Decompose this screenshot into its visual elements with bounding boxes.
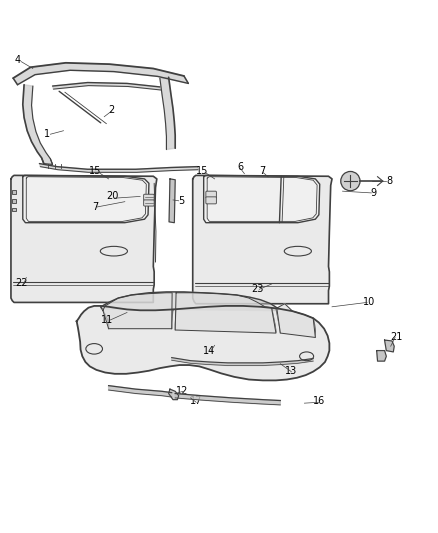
Text: 15: 15 [196, 166, 208, 176]
Polygon shape [11, 175, 157, 302]
Text: 10: 10 [363, 297, 375, 308]
Polygon shape [109, 386, 172, 397]
Text: 5: 5 [179, 196, 185, 206]
Text: 7: 7 [260, 166, 266, 176]
Polygon shape [103, 293, 172, 329]
Polygon shape [23, 85, 53, 165]
Polygon shape [53, 83, 161, 90]
Text: 8: 8 [386, 176, 392, 186]
Polygon shape [172, 358, 313, 366]
Polygon shape [175, 293, 276, 333]
Text: 2: 2 [109, 104, 115, 115]
Bar [12, 199, 16, 203]
FancyBboxPatch shape [144, 200, 154, 206]
Polygon shape [39, 164, 198, 172]
Text: 1: 1 [44, 129, 50, 139]
Circle shape [341, 172, 360, 191]
Text: 9: 9 [370, 188, 376, 198]
Text: 17: 17 [190, 397, 202, 406]
Text: 20: 20 [106, 191, 118, 201]
Text: 21: 21 [390, 333, 403, 343]
Polygon shape [193, 175, 332, 304]
FancyBboxPatch shape [144, 194, 154, 200]
Bar [12, 208, 16, 211]
Polygon shape [169, 179, 175, 223]
FancyBboxPatch shape [206, 197, 216, 204]
Text: 12: 12 [176, 386, 188, 397]
Polygon shape [101, 292, 278, 311]
Polygon shape [277, 304, 315, 337]
Polygon shape [13, 63, 188, 85]
Polygon shape [160, 77, 175, 150]
Polygon shape [204, 175, 320, 223]
Text: 23: 23 [251, 284, 264, 294]
Text: 13: 13 [285, 366, 297, 376]
Text: 4: 4 [14, 55, 21, 65]
Bar [12, 190, 16, 194]
Text: 7: 7 [92, 202, 99, 212]
Text: 15: 15 [89, 166, 102, 176]
Text: 22: 22 [15, 278, 27, 288]
Polygon shape [385, 340, 394, 352]
Text: 14: 14 [203, 345, 215, 356]
Text: 6: 6 [237, 161, 243, 172]
Polygon shape [377, 351, 386, 361]
Text: 16: 16 [313, 397, 325, 406]
Polygon shape [175, 393, 280, 405]
Polygon shape [23, 175, 149, 223]
FancyBboxPatch shape [206, 191, 216, 198]
Polygon shape [77, 306, 329, 381]
Text: 11: 11 [101, 315, 113, 325]
Polygon shape [169, 389, 179, 400]
